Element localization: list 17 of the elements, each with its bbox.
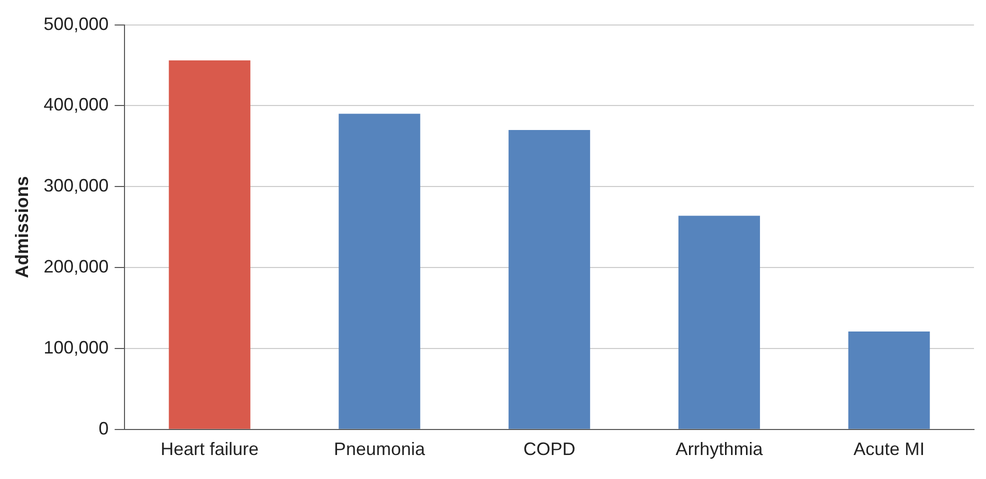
y-tick-label: 200,000 bbox=[44, 256, 109, 277]
y-tick-label: 500,000 bbox=[44, 14, 109, 34]
bar bbox=[168, 60, 250, 429]
y-tick-label: 100,000 bbox=[44, 337, 109, 358]
x-tick-label: Heart failure bbox=[160, 439, 259, 460]
bar bbox=[848, 331, 930, 429]
x-tick-label: COPD bbox=[523, 439, 576, 460]
x-tick-label: Pneumonia bbox=[334, 439, 426, 460]
y-tick-label: 0 bbox=[98, 418, 109, 438]
y-tick-label: 400,000 bbox=[44, 94, 109, 115]
bar bbox=[508, 130, 590, 429]
x-tick-label: Acute MI bbox=[854, 439, 925, 460]
bar bbox=[678, 216, 760, 429]
y-tick-label: 300,000 bbox=[44, 176, 109, 196]
y-axis-title: Admissions bbox=[12, 176, 32, 278]
x-tick-label: Arrhythmia bbox=[676, 439, 764, 460]
bar bbox=[338, 114, 420, 429]
